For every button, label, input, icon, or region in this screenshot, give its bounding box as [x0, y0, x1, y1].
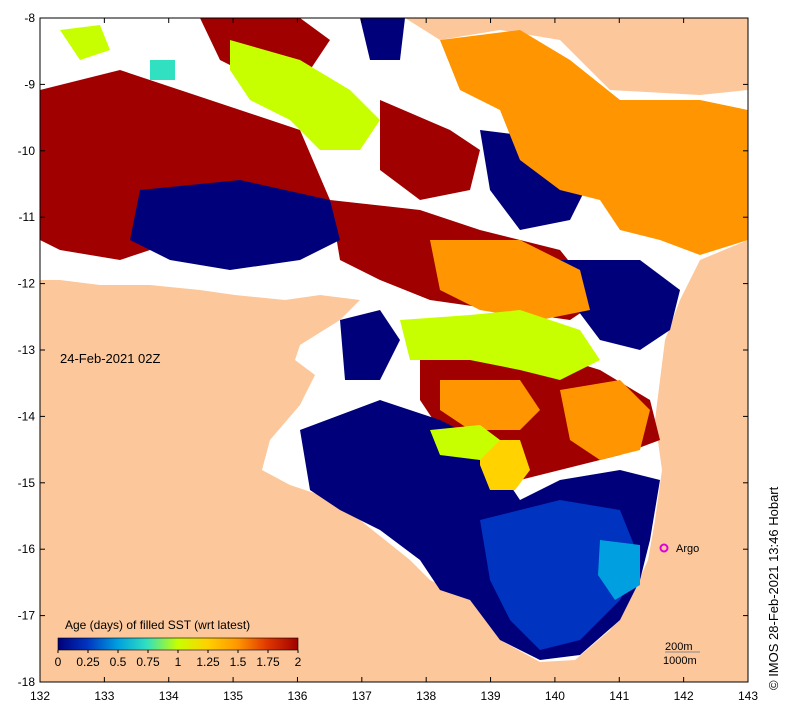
sst-age-patches — [40, 18, 748, 660]
lon-tick-label: 139 — [481, 689, 501, 703]
legend-title: Age (days) of filled SST (wrt latest) — [65, 618, 250, 632]
legend-tick-label: 0 — [55, 655, 62, 669]
lat-tick-label: -8 — [24, 11, 35, 25]
lat-tick-label: -11 — [19, 210, 36, 224]
lat-tick-label: -12 — [18, 277, 36, 291]
lat-tick-label: -15 — [18, 476, 36, 490]
legend-tick-label: 1.5 — [230, 655, 247, 669]
legend-tick-label: 1.75 — [256, 655, 280, 669]
legend-tick-label: 0.25 — [76, 655, 100, 669]
lon-tick-label: 135 — [223, 689, 243, 703]
argo-float-marker — [659, 543, 669, 553]
lon-tick-label: 140 — [545, 689, 565, 703]
date-label: 24-Feb-2021 02Z — [60, 351, 161, 366]
legend-tick-label: 0.5 — [110, 655, 127, 669]
lat-tick-label: -17 — [18, 609, 36, 623]
lat-tick-label: -18 — [18, 675, 36, 689]
lon-tick-label: 133 — [94, 689, 114, 703]
legend-tick-label: 0.75 — [136, 655, 160, 669]
contour-label-1000m: 1000m — [663, 655, 697, 667]
contour-label-200m: 200m — [665, 641, 693, 653]
lat-tick-label: -14 — [18, 409, 36, 423]
lon-tick-label: 138 — [416, 689, 436, 703]
legend-tick-label: 2 — [295, 655, 302, 669]
latitude-axis: -8 -9 -10 -11 -12 -13 -14 -15 -16 -17 -18 — [18, 11, 748, 689]
lat-tick-label: -9 — [24, 77, 35, 91]
lat-tick-label: -16 — [18, 542, 36, 556]
lon-tick-label: 134 — [159, 689, 179, 703]
legend-ticks: 0 0.25 0.5 0.75 1 1.25 1.5 1.75 2 — [55, 650, 302, 669]
legend-colorbar — [57, 637, 299, 651]
legend-tick-label: 1 — [175, 655, 182, 669]
lon-tick-label: 136 — [287, 689, 307, 703]
map-plot-area — [40, 18, 748, 682]
legend-tick-label: 1.25 — [196, 655, 220, 669]
argo-label: Argo — [676, 543, 699, 555]
credit-text: © IMOS 28-Feb-2021 13:46 Hobart — [766, 486, 781, 690]
lat-tick-label: -13 — [18, 343, 36, 357]
lon-tick-label: 132 — [30, 689, 50, 703]
lon-tick-label: 137 — [352, 689, 372, 703]
lat-tick-label: -10 — [18, 144, 36, 158]
lon-tick-label: 141 — [609, 689, 629, 703]
lon-tick-label: 143 — [738, 689, 758, 703]
longitude-axis: 132 133 134 135 136 137 138 139 140 141 142 143 — [30, 18, 758, 703]
lon-tick-label: 142 — [674, 689, 694, 703]
